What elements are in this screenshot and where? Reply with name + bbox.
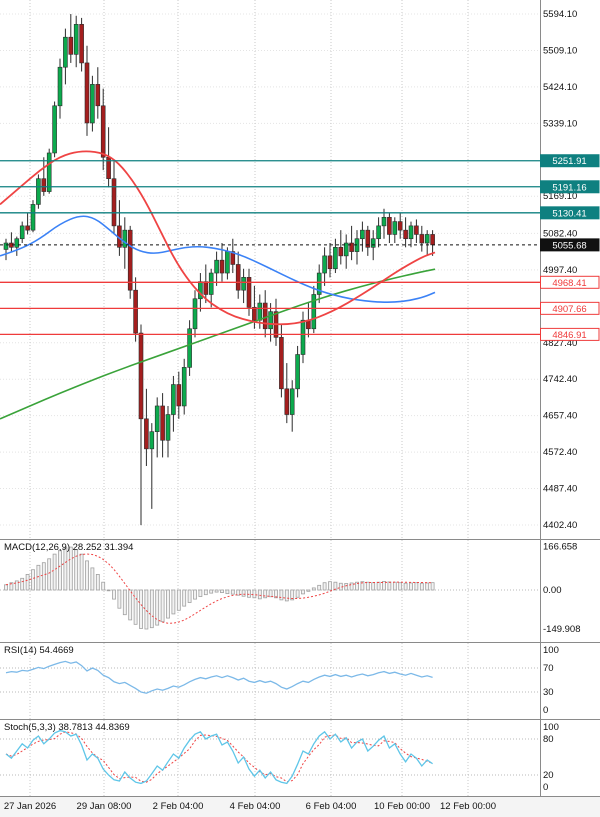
- price-level-badge: [540, 238, 600, 252]
- svg-text:5055.68: 5055.68: [552, 240, 586, 251]
- macd-canvas: 166.658 0.00 -149.908: [0, 540, 581, 642]
- ma-red-line: [0, 150, 436, 326]
- macd-axis-label: 0.00: [543, 585, 562, 596]
- rsi-axis-label: 0: [543, 705, 548, 716]
- price-tick-label: 5509.10: [543, 45, 577, 56]
- price-level-badge: [540, 327, 600, 341]
- price-tick-label: 5594.10: [543, 9, 577, 20]
- rsi-axis-label: 100: [543, 645, 559, 656]
- macd-panel: MACD(12,26,9) 28.252 31.394 166.658 0.00 -…: [0, 540, 600, 643]
- time-axis-label: 2 Feb 04:00: [152, 801, 204, 812]
- price-level-badge: [540, 301, 600, 315]
- macd-label: MACD(12,26,9) 28.252 31.394: [4, 542, 134, 553]
- rsi-canvas: 100 70 30 0: [0, 643, 559, 719]
- price-tick-label: 5424.10: [543, 82, 577, 93]
- time-axis-label: 10 Feb 00:00: [374, 801, 430, 812]
- macd-signal-line: [5, 553, 433, 624]
- price-tick-label: 4742.40: [543, 374, 577, 385]
- svg-text:4907.66: 4907.66: [552, 304, 586, 315]
- time-axis-label: 6 Feb 04:00: [305, 801, 357, 812]
- macd-axis-label: -149.908: [543, 624, 581, 635]
- price-tick-label: 5169.10: [543, 191, 577, 202]
- rsi-panel: RSI(14) 54.4669 100 70 30 0: [0, 643, 600, 720]
- svg-text:5191.16: 5191.16: [552, 182, 586, 193]
- stoch-axis-label: 80: [543, 734, 554, 745]
- stoch-axis-label: 20: [543, 770, 554, 781]
- stoch-axis-label: 0: [543, 782, 548, 793]
- price-tick-label: 4487.40: [543, 484, 577, 495]
- candlestick-canvas: 5594.10 5509.10 5424.10 5339.10 5169.10 5082.…: [0, 0, 600, 539]
- price-tick-label: 4657.40: [543, 411, 577, 422]
- rsi-line: [5, 660, 433, 694]
- price-tick-label: 4997.40: [543, 265, 577, 276]
- price-level-badge: [540, 206, 600, 220]
- time-axis-label: 4 Feb 04:00: [229, 801, 281, 812]
- stochastic-label: Stoch(5,3,3) 38.7813 44.8369: [4, 722, 130, 733]
- time-axis-label: 29 Jan 08:00: [76, 801, 132, 812]
- stoch-k-line: [5, 729, 433, 785]
- macd-histogram: [4, 546, 435, 630]
- candles-layer: [3, 14, 435, 526]
- price-level-badge: [540, 180, 600, 194]
- stoch-axis-label: 100: [543, 722, 559, 733]
- rsi-axis-label: 70: [543, 663, 554, 674]
- svg-text:5251.91: 5251.91: [552, 156, 586, 167]
- svg-text:4846.91: 4846.91: [552, 330, 586, 341]
- price-chart-panel: 5594.10 5509.10 5424.10 5339.10 5169.10 5082.…: [0, 0, 600, 540]
- ma-green-line: [0, 268, 436, 420]
- time-axis: 27 Jan 2026 29 Jan 08:00 2 Feb 04:00 4 Feb …: [0, 797, 600, 817]
- price-tick-label: 5339.10: [543, 118, 577, 129]
- rsi-label: RSI(14) 54.4669: [4, 645, 74, 656]
- stochastic-panel: Stoch(5,3,3) 38.7813 44.8369 100 80 20 0: [0, 720, 600, 797]
- svg-text:4968.41: 4968.41: [552, 278, 586, 289]
- price-tick-label: 4827.40: [543, 338, 577, 349]
- price-level-badge: [540, 275, 600, 289]
- price-tick-label: 4572.40: [543, 447, 577, 458]
- price-level-badge: [540, 154, 600, 168]
- svg-text:5130.41: 5130.41: [552, 208, 586, 219]
- price-tick-label: 4402.40: [543, 520, 577, 531]
- macd-axis-label: 166.658: [543, 542, 577, 553]
- price-tick-label: 5082.40: [543, 228, 577, 239]
- time-axis-label: 12 Feb 00:00: [440, 801, 496, 812]
- ma-blue-line: [0, 215, 436, 303]
- rsi-axis-label: 30: [543, 687, 554, 698]
- time-axis-label: 27 Jan 2026: [3, 801, 57, 812]
